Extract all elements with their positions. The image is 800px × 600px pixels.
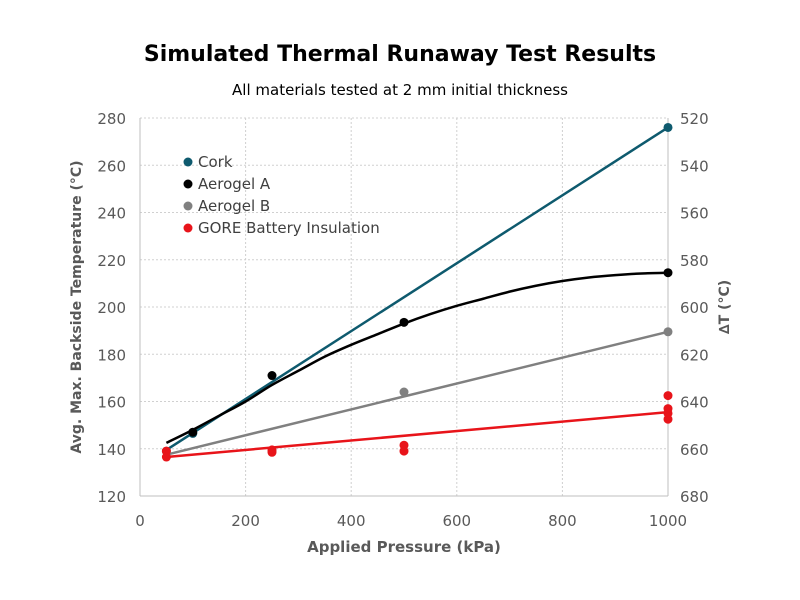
y2-tick-label: 560 — [680, 205, 709, 223]
legend-label-aerogel-a: Aerogel A — [198, 175, 271, 193]
y2-axis-label: ∆T (°C) — [717, 280, 733, 334]
legend-label-aerogel-b: Aerogel B — [198, 197, 270, 215]
point-aerogel-b — [399, 387, 409, 397]
y-tick-label: 220 — [97, 252, 126, 270]
y-tick-label: 280 — [97, 110, 126, 128]
point-gore-battery-insulation — [267, 447, 277, 457]
trendline-aerogel-b — [166, 330, 669, 456]
legend-label-gore-battery-insulation: GORE Battery Insulation — [198, 219, 380, 237]
point-aerogel-a — [663, 268, 673, 278]
x-tick-label: 600 — [442, 512, 471, 530]
x-axis-label: Applied Pressure (kPa) — [307, 538, 501, 556]
x-tick-label: 800 — [548, 512, 577, 530]
trendline-aerogel-a — [165, 271, 669, 444]
trendlines — [165, 126, 669, 459]
point-aerogel-a — [399, 317, 409, 327]
y2-tick-label: 660 — [680, 441, 709, 459]
data-points — [161, 122, 673, 462]
point-gore-battery-insulation — [399, 446, 409, 456]
y-axis-label: Avg. Max. Backside Temperature (°C) — [69, 160, 85, 453]
y2-tick-label: 540 — [680, 157, 709, 175]
y2-tick-label: 600 — [680, 299, 709, 317]
y2-tick-label: 620 — [680, 346, 709, 364]
trendline-gore-battery-insulation — [166, 410, 669, 459]
y-tick-label: 180 — [97, 346, 126, 364]
chart-title: Simulated Thermal Runaway Test Results — [143, 42, 657, 67]
y2-tick-label: 680 — [680, 488, 709, 506]
legend-marker-gore-battery-insulation — [183, 223, 193, 233]
legend-marker-aerogel-b — [183, 201, 193, 211]
y-tick-label: 260 — [97, 157, 126, 175]
y-tick-label: 160 — [97, 394, 126, 412]
legend: Cork Aerogel A Aerogel B GORE Battery Insul… — [183, 153, 380, 237]
chart-subtitle: All materials tested at 2 mm initial thi… — [232, 81, 568, 99]
x-tick-label: 400 — [337, 512, 366, 530]
y2-tick-label: 580 — [680, 252, 709, 270]
legend-label-cork: Cork — [198, 153, 233, 171]
point-gore-battery-insulation — [663, 391, 673, 401]
x-tick-label: 1000 — [649, 512, 687, 530]
legend-marker-cork — [183, 157, 193, 167]
y2-tick-label: 640 — [680, 394, 709, 412]
y2-tick-label: 520 — [680, 110, 709, 128]
x-tick-label: 200 — [231, 512, 260, 530]
y-tick-label: 240 — [97, 205, 126, 223]
x-tick-label: 0 — [135, 512, 145, 530]
point-aerogel-a — [267, 371, 277, 381]
axes: 0 200 400 600 800 1000 120 140 160 180 200 220 240 26… — [97, 110, 708, 530]
point-aerogel-b — [663, 327, 673, 337]
point-gore-battery-insulation — [663, 414, 673, 424]
y-tick-label: 120 — [97, 488, 126, 506]
point-cork — [663, 122, 673, 132]
y-tick-label: 140 — [97, 441, 126, 459]
point-gore-battery-insulation — [161, 452, 171, 462]
legend-marker-aerogel-a — [183, 179, 193, 189]
point-aerogel-a — [188, 427, 198, 437]
trendline-cork — [165, 126, 669, 451]
y-tick-label: 200 — [97, 299, 126, 317]
